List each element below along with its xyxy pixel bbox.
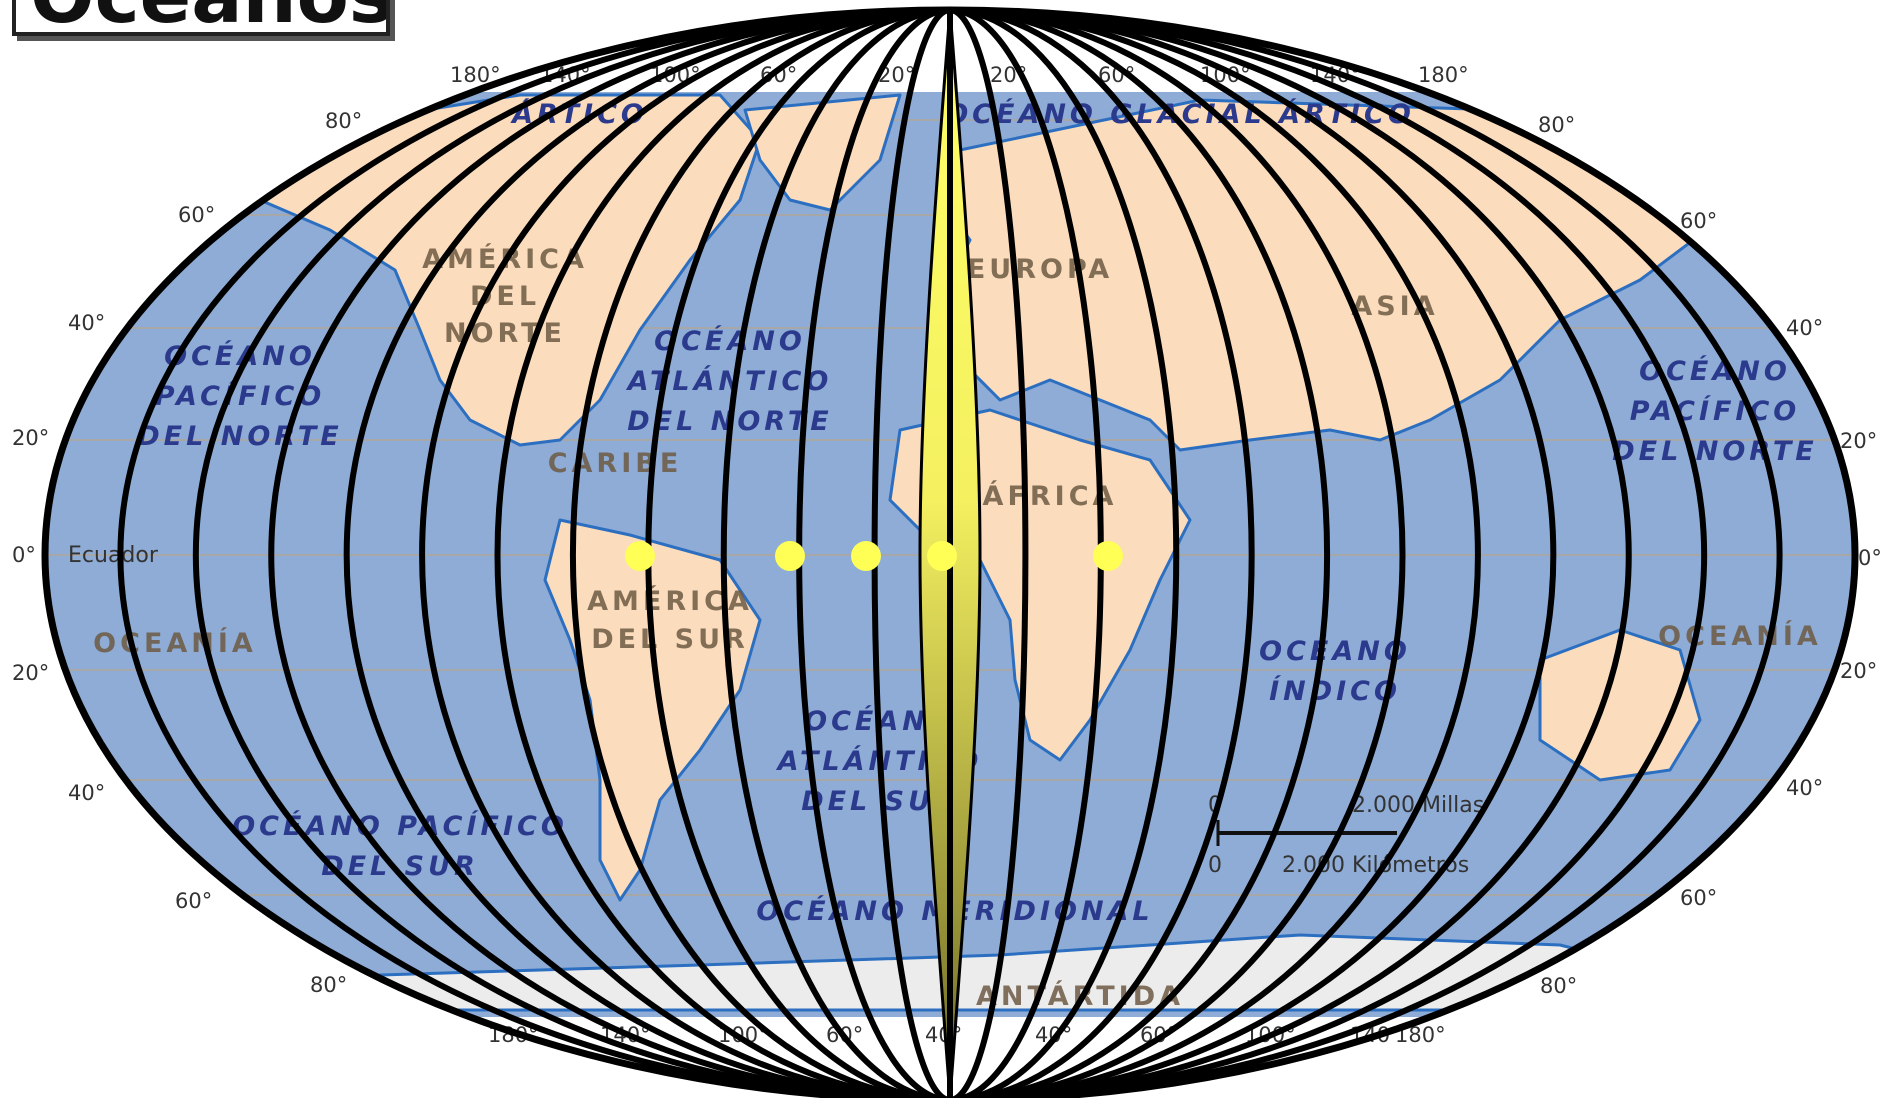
latitude-labels-right: 80° 60° 40° 20° 0° 20° 40° 60° 80° bbox=[1538, 113, 1882, 998]
label-pacific-south-1: OCÉANO PACÍFICO bbox=[232, 810, 568, 842]
label-pacific-north-east-3: DEL NORTE bbox=[1612, 436, 1817, 467]
lat-right-3: 20° bbox=[1840, 429, 1877, 453]
lat-left-1: 60° bbox=[178, 203, 215, 227]
equator-marker-4 bbox=[927, 541, 957, 571]
label-pacific-north-west-3: DEL NORTE bbox=[137, 421, 342, 452]
page-title: Océanos bbox=[30, 0, 386, 32]
equator-markers bbox=[625, 541, 1123, 571]
equator-marker-2 bbox=[775, 541, 805, 571]
lat-left-2: 40° bbox=[68, 311, 105, 335]
lat-right-4: 0° bbox=[1858, 546, 1882, 570]
lat-right-6: 40° bbox=[1786, 776, 1823, 800]
label-indian-1: OCÉANO bbox=[1259, 635, 1411, 667]
equator-label: Ecuador bbox=[68, 543, 159, 568]
lon-top-9: 180° bbox=[1418, 63, 1469, 87]
lat-right-7: 60° bbox=[1680, 886, 1717, 910]
scale-zero-bottom: 0 bbox=[1208, 853, 1222, 878]
lat-left-5: 20° bbox=[12, 661, 49, 685]
lat-right-0: 80° bbox=[1538, 113, 1575, 137]
equator-marker-1 bbox=[625, 541, 655, 571]
title-box: Océanos bbox=[12, 0, 390, 36]
label-atlantic-north-2: ATLÁNTICO bbox=[626, 365, 833, 397]
equator-marker-5 bbox=[1093, 541, 1123, 571]
label-europe: EUROPA bbox=[967, 254, 1113, 285]
lon-top-7: 100° bbox=[1200, 63, 1251, 87]
lat-right-8: 80° bbox=[1540, 974, 1577, 998]
lat-left-4: 0° bbox=[12, 543, 36, 567]
label-oceania-west: OCEANÍA bbox=[93, 627, 257, 659]
label-indian-2: ÍNDICO bbox=[1269, 675, 1401, 707]
equator-marker-3 bbox=[851, 541, 881, 571]
label-south-america-1: AMÉRICA bbox=[587, 585, 753, 617]
lat-left-7: 60° bbox=[175, 889, 212, 913]
lat-left-0: 80° bbox=[325, 109, 362, 133]
lat-right-1: 60° bbox=[1680, 209, 1717, 233]
label-africa: ÁFRICA bbox=[983, 480, 1118, 512]
lat-left-3: 20° bbox=[12, 426, 49, 450]
latitude-labels-left: 80° 60° 40° 20° 0° 20° 40° 60° 80° bbox=[12, 109, 362, 997]
label-south-america-2: DEL SUR bbox=[591, 624, 749, 655]
label-pacific-north-west-1: OCÉANO bbox=[164, 340, 316, 372]
lat-left-6: 40° bbox=[68, 781, 105, 805]
label-atlantic-north-1: OCÉANO bbox=[654, 325, 806, 357]
label-pacific-north-west-2: PACÍFICO bbox=[155, 380, 326, 412]
label-caribbean: CARIBE bbox=[548, 448, 683, 479]
lat-right-2: 40° bbox=[1786, 316, 1823, 340]
lat-left-8: 80° bbox=[310, 973, 347, 997]
lat-right-5: 20° bbox=[1840, 659, 1877, 683]
label-oceania-east: OCEANÍA bbox=[1658, 620, 1822, 652]
label-pacific-north-east-2: PACÍFICO bbox=[1630, 395, 1801, 427]
